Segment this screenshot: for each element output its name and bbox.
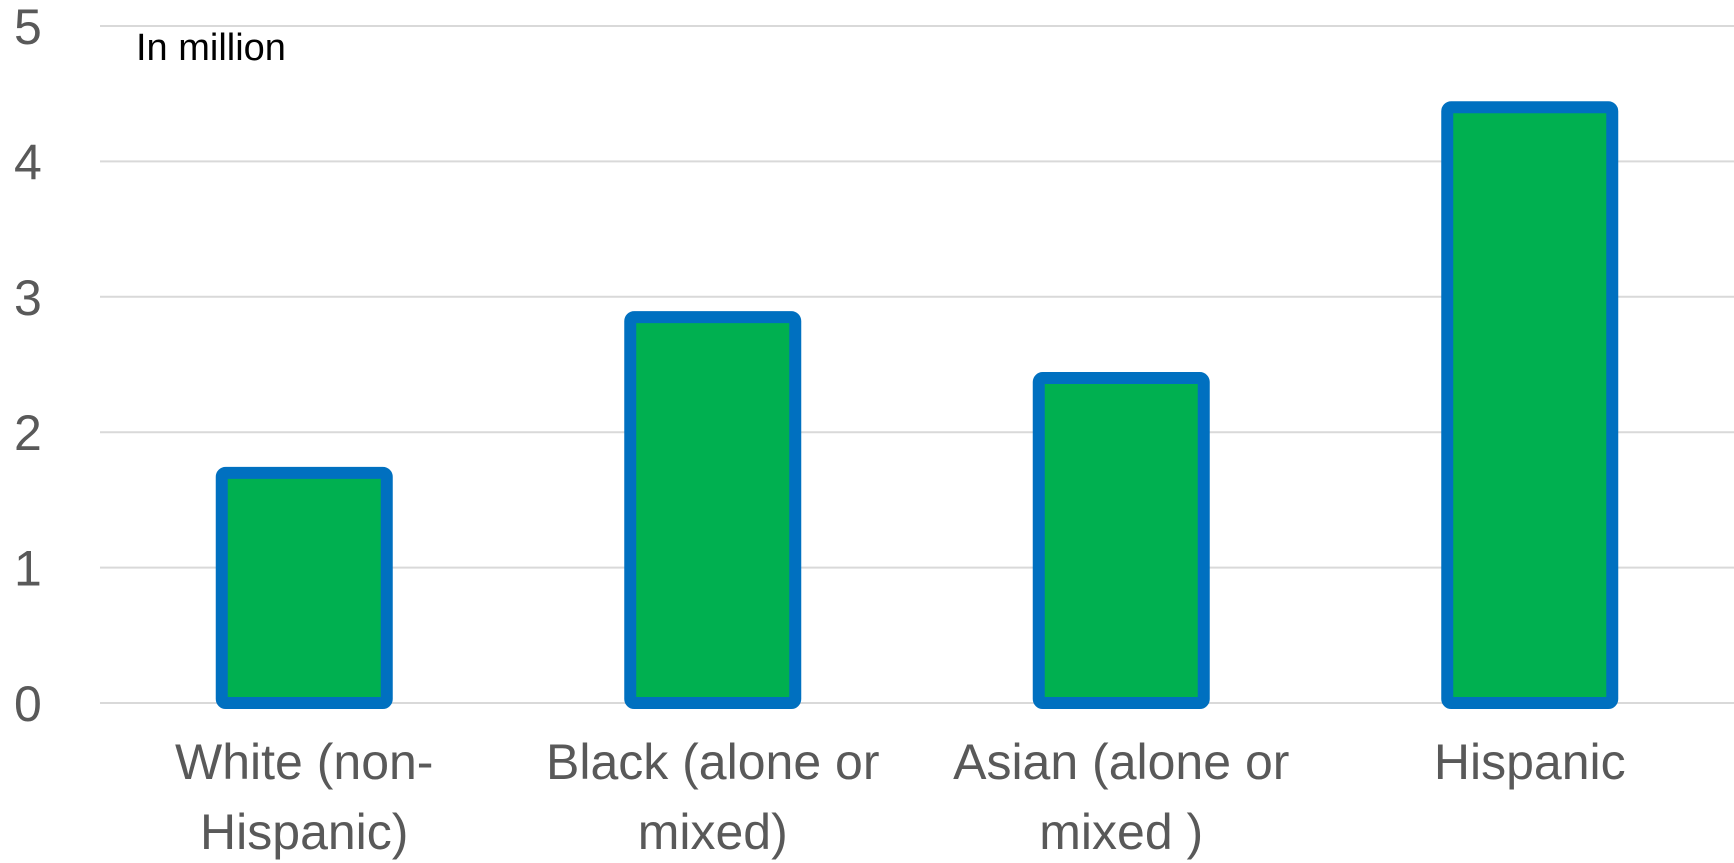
y-tick-label: 1 [14,541,42,597]
x-category-label-line: Black (alone or [546,734,880,790]
y-tick-label: 3 [14,270,42,326]
bar [1032,372,1210,709]
x-category-label: Hispanic [1434,734,1626,790]
x-category-label-line: Hispanic) [200,804,408,860]
x-category-label-line: Asian (alone or [953,734,1289,790]
bar [624,311,802,709]
y-tick-label: 5 [14,0,42,55]
y-tick-label: 0 [14,676,42,732]
x-category-label: Asian (alone or mixed ) [953,734,1289,860]
x-axis-category-labels: White (non- Hispanic) Black (alone or mixed… [175,734,1626,860]
bar [1441,101,1619,710]
x-category-label-line: mixed ) [1039,804,1203,860]
x-category-label-line: White (non- [175,734,433,790]
y-axis-tick-labels: 0 1 2 3 4 5 [14,0,42,732]
x-category-label: White (non- Hispanic) [175,734,433,860]
unit-annotation: In million [136,27,286,69]
x-category-label: Black (alone or mixed) [546,734,880,860]
x-category-label-line: Hispanic [1434,734,1626,790]
y-tick-label: 2 [14,405,42,461]
bar [215,466,393,709]
x-category-label-line: mixed) [638,804,788,860]
y-tick-label: 4 [14,134,42,190]
bars [215,101,1619,710]
